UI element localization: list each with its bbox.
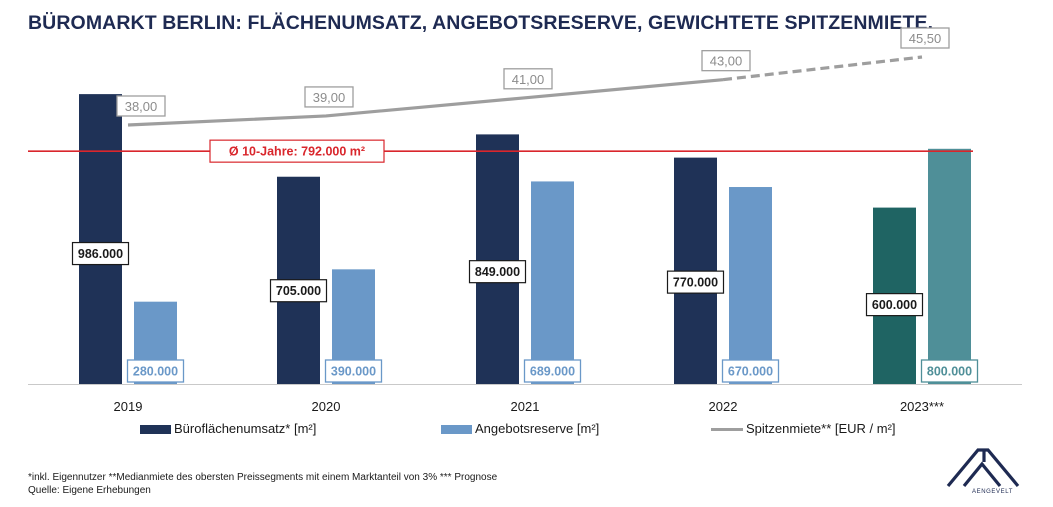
data-label-angebotsreserve: 280.000 [133,365,178,379]
data-label-flaechenumsatz: 600.000 [872,298,917,312]
legend-swatch-angebotsreserve [441,425,472,434]
chart-title: BÜROMARKT BERLIN: FLÄCHENUMSATZ, ANGEBOT… [28,12,934,34]
data-label-spitzenmiete: 43,00 [710,54,743,69]
data-label-angebotsreserve: 390.000 [331,365,376,379]
legend-swatch-spitzenmiete [711,428,743,431]
data-label-box-flaechenumsatz [468,260,527,284]
legend-swatch-flaechenumsatz [140,425,171,434]
x-tick-label: 2021 [511,399,540,414]
reference-label: Ø 10-Jahre: 792.000 m² [229,145,365,159]
x-tick-label: 2023*** [900,399,944,414]
data-label-flaechenumsatz: 849.000 [475,265,520,279]
data-label-box-angebotsreserve [920,359,979,383]
data-label-box-flaechenumsatz [269,279,328,303]
data-label-flaechenumsatz: 770.000 [673,276,718,290]
data-label-spitzenmiete: 38,00 [125,99,158,114]
reference-label-box [209,139,385,163]
data-label-angebotsreserve: 800.000 [927,365,972,379]
data-label-spitzenmiete: 41,00 [512,72,545,87]
bar-angebotsreserve [928,148,971,384]
bar-angebotsreserve [729,187,772,384]
data-label-angebotsreserve: 689.000 [530,365,575,379]
bar-angebotsreserve [531,181,574,384]
data-label-box-flaechenumsatz [865,293,924,317]
line-spitzenmiete [127,78,724,127]
data-label-box-angebotsreserve [721,359,780,383]
bar-flaechenumsatz [476,134,519,384]
data-label-box-angebotsreserve [126,359,185,383]
line-spitzenmiete-forecast [722,55,923,82]
bar-flaechenumsatz [79,94,122,384]
x-tick-label: 2019 [114,399,143,414]
data-label-flaechenumsatz: 705.000 [276,284,321,298]
data-label-box-flaechenumsatz [71,241,130,266]
data-label-box-spitzenmiete [304,86,354,108]
data-label-flaechenumsatz: 986.000 [78,247,123,261]
x-tick-label: 2022 [709,399,738,414]
legend-label-angebotsreserve: Angebotsreserve [m²] [475,421,600,436]
x-tick-label: 2020 [312,399,341,414]
legend-label-flaechenumsatz: Büroflächenumsatz* [m²] [174,421,317,436]
footnote: *inkl. Eigennutzer **Medianmiete des obe… [28,472,498,483]
aengevelt-logo-icon [946,448,1020,488]
data-label-spitzenmiete: 45,50 [909,31,942,46]
legend-label-spitzenmiete: Spitzenmiete** [EUR / m²] [746,421,896,436]
data-label-box-spitzenmiete [701,50,751,72]
data-label-angebotsreserve: 670.000 [728,365,773,379]
data-label-box-spitzenmiete [116,95,166,117]
logo-text: AENGEVELT [972,489,1013,495]
data-label-box-angebotsreserve [324,359,383,383]
data-label-box-flaechenumsatz [666,270,725,294]
source-note: Quelle: Eigene Erhebungen [28,485,151,496]
data-label-spitzenmiete: 39,00 [313,90,346,105]
data-label-box-angebotsreserve [523,359,582,383]
data-label-box-spitzenmiete [503,68,553,90]
data-label-box-spitzenmiete [900,27,950,49]
